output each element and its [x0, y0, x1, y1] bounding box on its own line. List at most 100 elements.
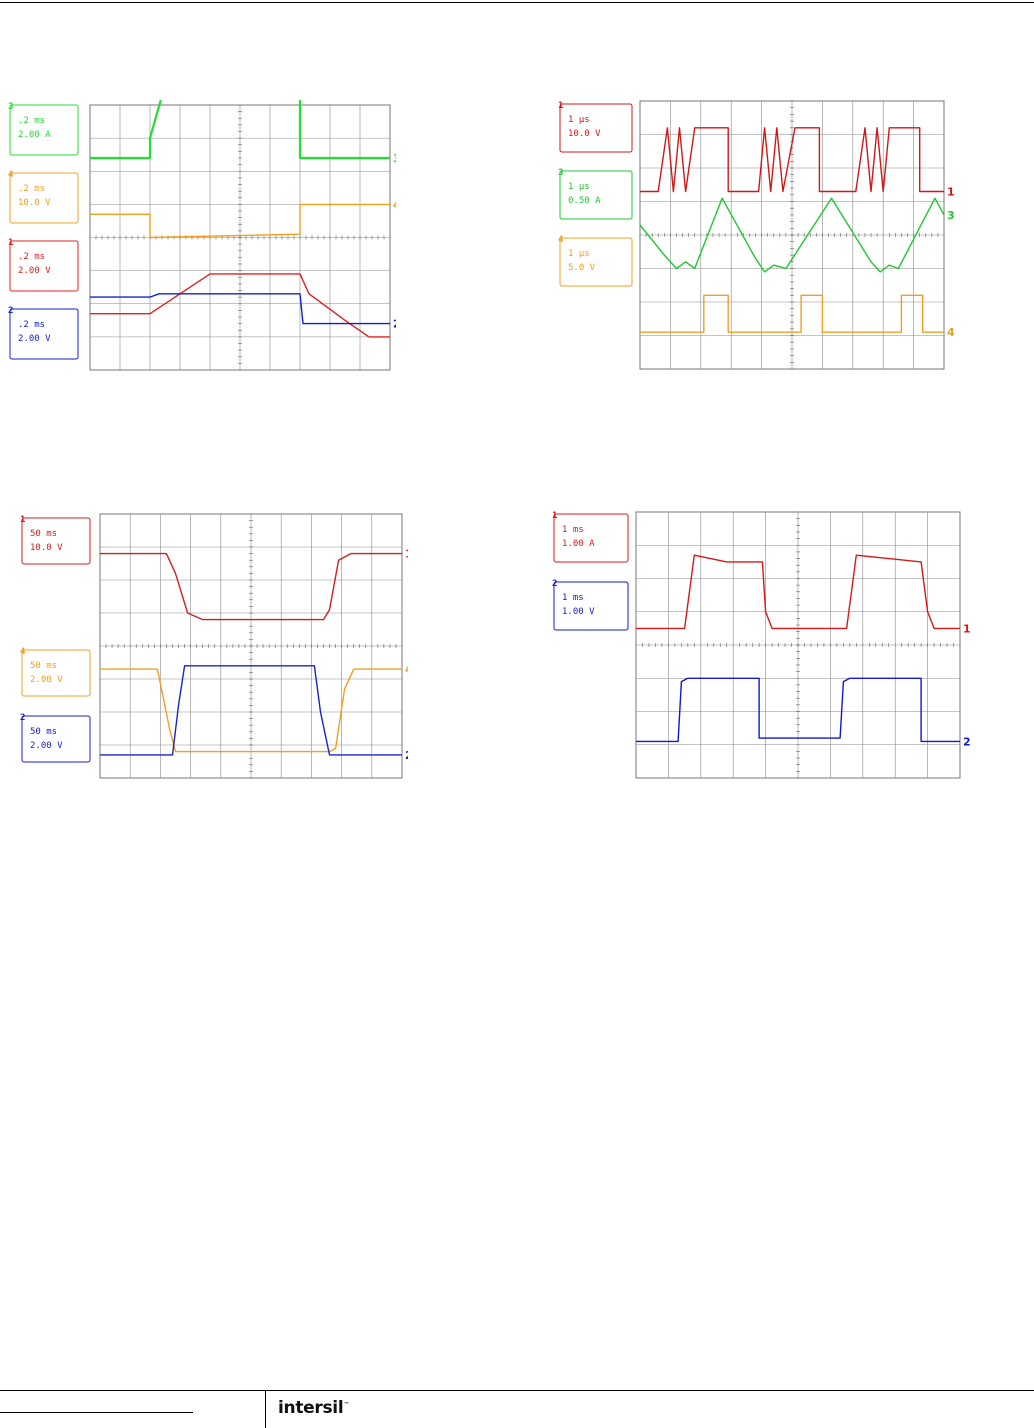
channel-id: 1: [552, 511, 557, 521]
channel-marker-2: 2: [963, 735, 970, 748]
channel-box-3: 3 .2 ms 2.00 A: [8, 102, 79, 156]
footer-rule: [0, 1390, 1034, 1391]
logo-text: intersil: [278, 1398, 344, 1418]
channel-box-2: 2 .2 ms 2.00 V: [8, 306, 79, 360]
channel-id: 4: [558, 235, 564, 245]
channel-id: 2: [552, 579, 557, 589]
channel-timebase: 50 ms: [30, 727, 57, 737]
channel-marker-3: 3: [393, 152, 396, 165]
channel-timebase: .2 ms: [18, 116, 45, 126]
channel-box-4: 4 1 µs 5.0 V: [558, 235, 633, 287]
channel-box-frame: [553, 513, 629, 563]
scope-panel-2: 1 3 4 1 1 µs 10.0 V 3 1 µs 0.50 A 4 1 µs 5.0 V: [556, 98, 956, 374]
channel-scale: 0.50 A: [568, 196, 601, 206]
channel-timebase: .2 ms: [18, 320, 45, 330]
channel-timebase: 1 ms: [562, 593, 584, 603]
channel-scale: 2.00 A: [18, 130, 51, 140]
channel-box-4: 4 .2 ms 10.0 V: [8, 170, 79, 224]
channel-id: 4: [20, 647, 26, 657]
channel-marker-1: 1: [405, 548, 408, 561]
channel-marker-2: 2: [393, 318, 396, 331]
channel-box-1: 1 1 µs 10.0 V: [558, 101, 633, 153]
channel-timebase: 1 µs: [568, 249, 590, 259]
trace-ch2: [636, 677, 960, 743]
channel-id: 3: [558, 168, 563, 178]
channel-timebase: .2 ms: [18, 184, 45, 194]
channel-scale: 2.00 V: [18, 266, 51, 276]
footer-divider: [265, 1391, 266, 1428]
trace-ch2: [100, 665, 402, 756]
brand-logo: intersil™: [278, 1398, 349, 1418]
channel-scale: 10.0 V: [30, 543, 63, 553]
channel-id: 2: [8, 306, 13, 316]
grid: [89, 104, 391, 371]
scope-panel-4: 1 2 1 1 ms 1.00 A 2 1 ms 1.00 V: [550, 508, 970, 798]
channel-box-frame: [9, 240, 79, 292]
trace-ch1: [90, 273, 390, 338]
channel-scale: 1.00 A: [562, 539, 595, 549]
scope-panel-3: 1 4 2 1 50 ms 10.0 V 4 50 ms 2.00 V 2 50 ms 2.00 V: [18, 512, 408, 784]
channel-box-3: 3 1 µs 0.50 A: [558, 168, 633, 220]
channel-scale: 2.00 V: [30, 741, 63, 751]
scope-4-svg: 1 2 1 1 ms 1.00 A 2 1 ms 1.00 V: [552, 511, 970, 779]
channel-marker-4: 4: [947, 326, 955, 339]
channel-id: 1: [20, 515, 25, 525]
channel-timebase: 50 ms: [30, 661, 57, 671]
channel-scale: 1.00 V: [562, 607, 595, 617]
trace-ch1: [636, 554, 960, 630]
trace-ch1: [640, 127, 944, 193]
channel-marker-3: 3: [947, 209, 955, 222]
channel-scale: 2.00 V: [18, 334, 51, 344]
channel-marker-1: 1: [947, 185, 955, 198]
trace-ch1: [100, 552, 402, 621]
scope-3-svg: 1 4 2 1 50 ms 10.0 V 4 50 ms 2.00 V 2 50 ms 2.00 V: [20, 513, 408, 779]
channel-timebase: 50 ms: [30, 529, 57, 539]
channel-scale: 5.0 V: [568, 263, 596, 273]
channel-box-frame: [559, 103, 633, 153]
top-rule: [0, 2, 1034, 3]
channel-scale: 10.0 V: [18, 198, 51, 208]
grid: [635, 511, 961, 779]
channel-box-2: 2 1 ms 1.00 V: [552, 579, 629, 631]
channel-box-frame: [9, 172, 79, 224]
channel-marker-2: 2: [405, 749, 408, 762]
channel-marker-4: 4: [393, 198, 396, 211]
trace-ch3: [639, 197, 945, 273]
channel-box-frame: [559, 237, 633, 287]
channel-marker-4: 4: [405, 663, 408, 676]
grid: [639, 100, 945, 370]
channel-scale: 10.0 V: [568, 129, 601, 139]
channel-box-frame: [553, 581, 629, 631]
channel-box-frame: [559, 170, 633, 220]
channel-timebase: 1 µs: [568, 115, 590, 125]
logo-trademark: ™: [343, 1401, 350, 1409]
channel-marker-1: 1: [963, 622, 970, 635]
channel-box-2: 2 50 ms 2.00 V: [20, 713, 91, 763]
channel-id: 1: [8, 238, 13, 248]
channel-box-frame: [9, 104, 79, 156]
scope-2-svg: 1 3 4 1 1 µs 10.0 V 3 1 µs 0.50 A 4 1 µs 5.0 V: [558, 100, 955, 370]
channel-box-frame: [21, 649, 91, 697]
trace-ch2: [90, 293, 390, 325]
channel-id: 2: [20, 713, 25, 723]
channel-scale: 2.00 V: [30, 675, 63, 685]
channel-box-frame: [21, 715, 91, 763]
trace-ch3: [90, 100, 390, 160]
footer-short-rule: [0, 1412, 193, 1413]
channel-id: 3: [8, 102, 13, 112]
channel-box-frame: [21, 517, 91, 565]
channel-box-1: 1 .2 ms 2.00 V: [8, 238, 79, 292]
trace-ch4: [640, 294, 944, 333]
channel-timebase: 1 µs: [568, 182, 590, 192]
channel-timebase: 1 ms: [562, 525, 584, 535]
channel-id: 4: [8, 170, 14, 180]
channel-id: 1: [558, 101, 563, 111]
channel-box-1: 1 1 ms 1.00 A: [552, 511, 629, 563]
channel-box-4: 4 50 ms 2.00 V: [20, 647, 91, 697]
channel-timebase: .2 ms: [18, 252, 45, 262]
grid: [99, 513, 403, 779]
channel-box-frame: [9, 308, 79, 360]
channel-box-1: 1 50 ms 10.0 V: [20, 515, 91, 565]
